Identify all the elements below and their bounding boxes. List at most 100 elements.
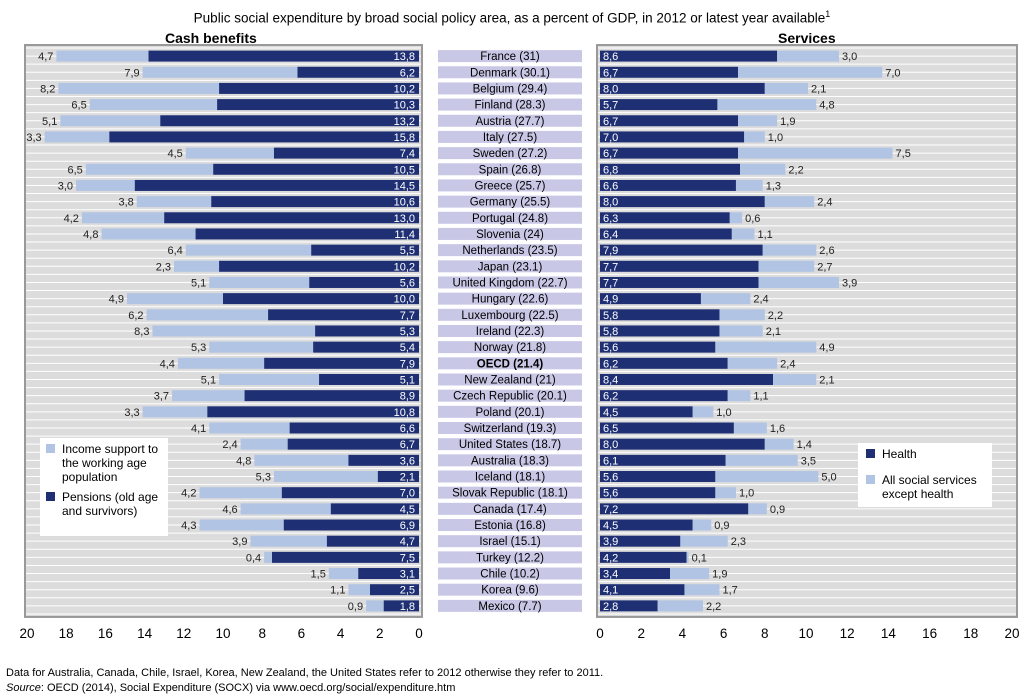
x-tick-label-services: 16 xyxy=(922,626,937,641)
bar-label-income-support: 4,8 xyxy=(83,229,98,241)
category-label: Japan (23.1) xyxy=(478,261,543,273)
bar-pensions xyxy=(213,163,419,175)
bar-health xyxy=(600,131,745,143)
bar-social-services xyxy=(740,163,786,175)
legend-swatch-dark xyxy=(866,449,875,458)
bar-label-health: 6,3 xyxy=(603,213,618,225)
services-legend: Health All social services except health xyxy=(858,443,992,507)
bar-pensions xyxy=(268,309,419,321)
bar-health xyxy=(600,115,739,127)
category-band xyxy=(438,389,582,402)
category-label: Switzerland (19.3) xyxy=(464,423,557,435)
category-band xyxy=(438,454,582,467)
bar-label-pensions: 3,1 xyxy=(400,569,415,581)
bar-label-social-services: 2,2 xyxy=(768,310,783,322)
bar-label-income-support: 4,7 xyxy=(38,51,53,63)
bar-label-health: 6,2 xyxy=(603,358,618,370)
bar-label-health: 6,7 xyxy=(603,148,618,160)
category-band xyxy=(438,421,582,434)
category-band xyxy=(438,130,582,143)
bar-income-support xyxy=(76,179,135,191)
category-band xyxy=(438,583,582,596)
bar-label-social-services: 1,1 xyxy=(753,391,768,403)
bar-label-social-services: 4,8 xyxy=(819,100,834,112)
bar-label-health: 8,0 xyxy=(603,83,618,95)
bar-label-social-services: 2,4 xyxy=(817,197,832,209)
bar-label-social-services: 1,6 xyxy=(770,423,785,435)
bar-label-income-support: 5,1 xyxy=(42,116,57,128)
bar-income-support xyxy=(185,147,274,159)
bar-label-pensions: 2,5 xyxy=(400,585,415,597)
bar-social-services xyxy=(715,487,736,499)
bar-label-pensions: 13,8 xyxy=(394,51,415,63)
x-tick-label-cash: 16 xyxy=(98,626,113,641)
bar-social-services xyxy=(764,82,809,94)
bar-income-support xyxy=(240,503,331,515)
bar-social-services xyxy=(744,131,765,143)
category-band xyxy=(438,66,582,79)
category-band xyxy=(438,292,582,305)
bar-pensions xyxy=(272,551,419,563)
bar-label-income-support: 0,9 xyxy=(348,601,363,613)
category-label: Germany (25.5) xyxy=(470,197,551,209)
bar-label-pensions: 1,8 xyxy=(400,601,415,613)
bar-label-health: 7,7 xyxy=(603,277,618,289)
bar-label-pensions: 7,7 xyxy=(400,310,415,322)
category-label: Norway (21.8) xyxy=(474,342,546,354)
bar-pensions xyxy=(217,99,419,111)
category-label: New Zealand (21) xyxy=(464,374,556,386)
category-band xyxy=(438,98,582,111)
bar-label-income-support: 4,2 xyxy=(64,213,79,225)
bar-label-pensions: 6,7 xyxy=(400,439,415,451)
category-label: Belgium (29.4) xyxy=(473,83,548,95)
bar-income-support xyxy=(273,471,378,483)
bar-label-social-services: 1,0 xyxy=(716,407,731,419)
bar-health xyxy=(600,293,701,305)
bar-label-pensions: 10,6 xyxy=(394,197,415,209)
bar-health xyxy=(600,373,774,385)
category-label: Slovak Republic (18.1) xyxy=(452,488,568,500)
bar-health xyxy=(600,438,765,450)
category-label: Turkey (12.2) xyxy=(476,552,544,564)
bar-pensions xyxy=(160,115,419,127)
category-band xyxy=(438,179,582,192)
bar-health xyxy=(600,406,693,418)
bar-pensions xyxy=(311,244,419,256)
bar-social-services xyxy=(727,357,778,369)
x-tick-label-services: 6 xyxy=(720,626,728,641)
source-line: Source: OECD (2014), Social Expenditure … xyxy=(6,682,455,694)
bar-label-social-services: 2,2 xyxy=(706,601,721,613)
bar-label-health: 6,5 xyxy=(603,423,618,435)
bar-social-services xyxy=(680,535,728,547)
bar-pensions xyxy=(195,228,419,240)
bar-label-health: 7,0 xyxy=(603,132,618,144)
bar-income-support xyxy=(172,390,245,402)
bar-label-income-support: 3,8 xyxy=(118,197,133,209)
category-label: Chile (10.2) xyxy=(480,569,540,581)
bar-health xyxy=(600,50,778,62)
bar-income-support xyxy=(146,309,269,321)
bar-pensions xyxy=(273,147,419,159)
category-label: Australia (18.3) xyxy=(471,455,549,467)
bar-label-income-support: 6,4 xyxy=(167,245,182,257)
bar-label-health: 5,6 xyxy=(603,488,618,500)
bar-health xyxy=(600,454,726,466)
bar-label-health: 4,1 xyxy=(603,585,618,597)
bar-label-social-services: 2,4 xyxy=(753,294,768,306)
bar-label-pensions: 7,9 xyxy=(400,358,415,370)
bar-label-health: 8,0 xyxy=(603,439,618,451)
category-label: Portugal (24.8) xyxy=(472,213,548,225)
bar-social-services xyxy=(748,503,767,515)
bar-income-support xyxy=(142,66,298,78)
category-label: Greece (25.7) xyxy=(475,180,546,192)
legend-label: Health xyxy=(882,447,917,461)
cash-panel-title: Cash benefits xyxy=(165,30,257,46)
bar-income-support xyxy=(348,584,370,596)
bar-income-support xyxy=(250,535,327,547)
bar-label-social-services: 5,0 xyxy=(821,472,836,484)
bar-social-services xyxy=(715,341,817,353)
bar-label-health: 5,8 xyxy=(603,326,618,338)
bar-pensions xyxy=(348,454,419,466)
bar-social-services xyxy=(738,147,893,159)
bar-pensions xyxy=(148,50,419,62)
